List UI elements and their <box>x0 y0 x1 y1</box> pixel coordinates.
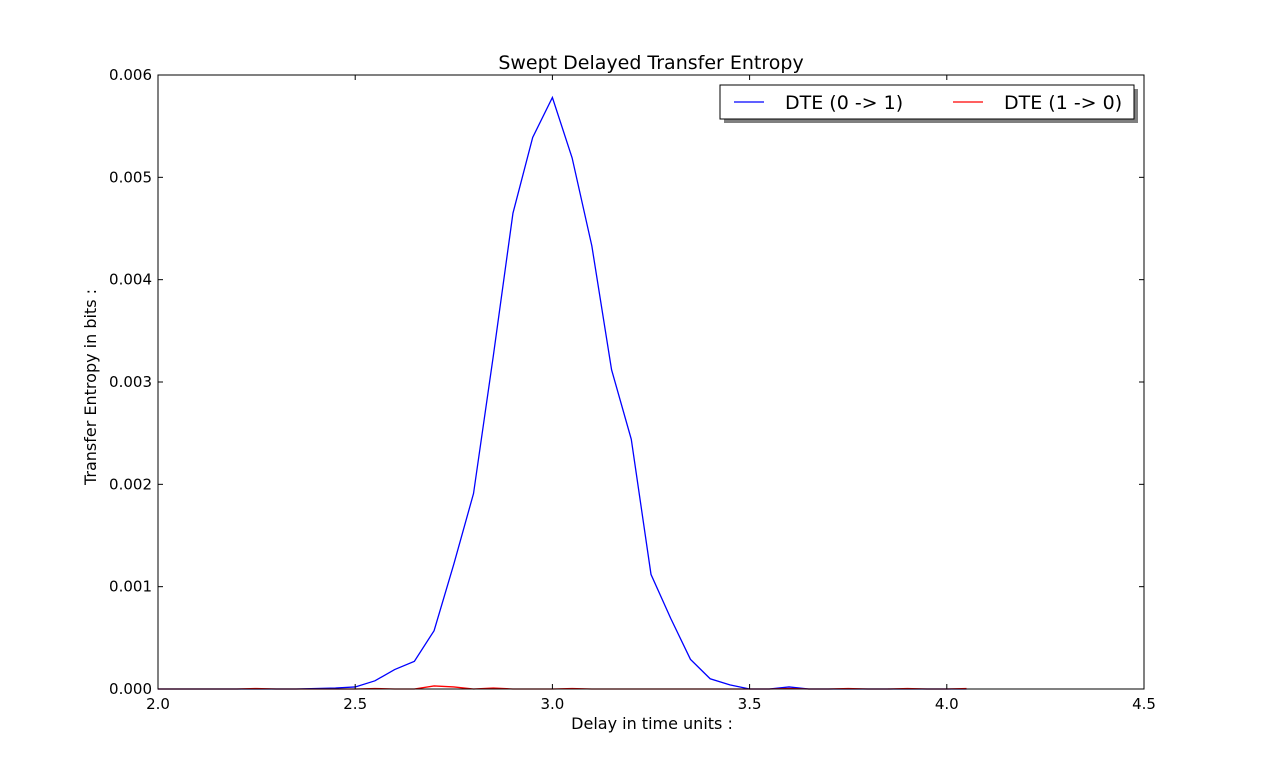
y-tick-label-4: 0.004 <box>109 271 152 289</box>
x-tick-label-1: 2.5 <box>343 695 367 713</box>
x-tick-label-3: 3.5 <box>738 695 762 713</box>
ticks-layer: 2.0 2.5 3.0 3.5 4.0 4.5 0.000 0.001 0.002 0.003 0.… <box>109 66 1156 713</box>
y-tick-label-1: 0.001 <box>109 578 152 596</box>
y-tick-label-2: 0.002 <box>109 475 152 493</box>
x-tick-label-5: 4.5 <box>1132 695 1156 713</box>
y-tick-label-6: 0.006 <box>109 66 152 84</box>
legend-label-dte-1-0: DTE (1 -> 0) <box>1004 92 1122 114</box>
x-tick-label-2: 3.0 <box>540 695 564 713</box>
legend-label-dte-0-1: DTE (0 -> 1) <box>785 92 903 114</box>
x-tick-label-4: 4.0 <box>935 695 959 713</box>
legend: DTE (0 -> 1) DTE (1 -> 0) <box>719 84 1138 123</box>
y-axis-label: Transfer Entropy in bits : <box>81 289 100 486</box>
x-axis-label: Delay in time units : <box>571 714 733 733</box>
y-tick-label-0: 0.000 <box>109 680 152 698</box>
legend-box <box>719 84 1135 120</box>
y-tick-label-3: 0.003 <box>109 373 152 391</box>
chart-title: Swept Delayed Transfer Entropy <box>498 52 803 74</box>
y-tick-label-5: 0.005 <box>109 168 152 186</box>
x-tick-label-0: 2.0 <box>146 695 170 713</box>
